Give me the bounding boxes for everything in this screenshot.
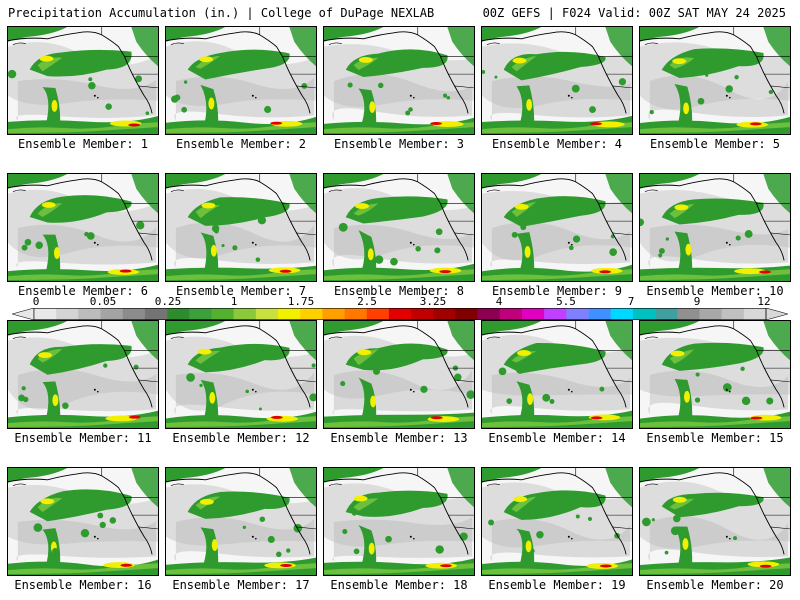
ensemble-member-map	[481, 173, 633, 282]
ensemble-member-label: Ensemble Member: 20	[646, 578, 784, 592]
ensemble-member-label: Ensemble Member: 12	[172, 431, 310, 445]
ensemble-member-map	[481, 26, 633, 135]
ensemble-member-label: Ensemble Member: 15	[646, 431, 784, 445]
ensemble-member-map	[323, 320, 475, 429]
ensemble-member-label: Ensemble Member: 17	[172, 578, 310, 592]
model-run-info: 00Z GEFS | F024 Valid: 00Z SAT MAY 24 20…	[482, 6, 786, 20]
colorbar-swatch	[455, 308, 478, 320]
colorbar-swatch	[699, 308, 722, 320]
colorbar-swatch	[388, 308, 412, 320]
colorbar-swatch	[721, 308, 745, 320]
colorbar-tick-label: 4	[495, 295, 503, 308]
ensemble-member-label: Ensemble Member: 6	[17, 284, 149, 298]
colorbar-swatch	[544, 308, 567, 320]
colorbar-swatch	[433, 308, 456, 320]
ensemble-member-label: Ensemble Member: 16	[14, 578, 152, 592]
ensemble-member-map	[481, 467, 633, 576]
colorbar-tick-label: 0.05	[89, 295, 117, 308]
map-title: Precipitation Accumulation (in.) | Colle…	[8, 6, 435, 20]
colorbar-tick-label: 1	[230, 295, 238, 308]
colorbar-swatch	[78, 308, 101, 320]
colorbar-swatch	[255, 308, 279, 320]
colorbar-swatch	[144, 308, 168, 320]
colorbar-tick-label: 12	[757, 295, 771, 308]
ensemble-member-label: Ensemble Member: 10	[646, 284, 784, 298]
precipitation-colorbar	[12, 308, 788, 320]
ensemble-member-label: Ensemble Member: 4	[491, 137, 623, 151]
ensemble-member-map	[639, 320, 791, 429]
colorbar-swatch	[100, 308, 124, 320]
ensemble-member-map	[7, 467, 159, 576]
colorbar-tick-label: 2.5	[357, 295, 377, 308]
ensemble-member-label: Ensemble Member: 14	[488, 431, 626, 445]
ensemble-member-map	[639, 467, 791, 576]
colorbar-tick-label: 3.25	[419, 295, 447, 308]
colorbar-swatch	[499, 308, 523, 320]
ensemble-member-label: Ensemble Member: 3	[333, 137, 465, 151]
colorbar-outline	[33, 308, 767, 320]
colorbar-tick-label: 7	[627, 295, 635, 308]
colorbar-swatch	[632, 308, 656, 320]
ensemble-member-label: Ensemble Member: 19	[488, 578, 626, 592]
colorbar-swatch	[566, 308, 589, 320]
colorbar-swatch	[300, 308, 323, 320]
ensemble-member-map	[323, 26, 475, 135]
ensemble-member-label: Ensemble Member: 1	[17, 137, 149, 151]
colorbar-swatch	[610, 308, 634, 320]
colorbar-swatch	[522, 308, 545, 320]
colorbar-swatch	[122, 308, 146, 320]
ensemble-member-label: Ensemble Member: 7	[175, 284, 307, 298]
colorbar-swatch	[743, 308, 767, 320]
colorbar-swatch	[322, 308, 345, 320]
ensemble-member-map	[165, 467, 317, 576]
colorbar-swatch	[366, 308, 390, 320]
ensemble-member-map	[165, 173, 317, 282]
colorbar-swatch	[167, 308, 190, 320]
colorbar-swatch	[344, 308, 368, 320]
ensemble-member-map	[7, 320, 159, 429]
colorbar-swatch	[233, 308, 257, 320]
ensemble-member-map	[639, 26, 791, 135]
colorbar-swatch	[278, 308, 301, 320]
colorbar-max-arrow	[765, 308, 788, 320]
colorbar-tick-label: 1.75	[287, 295, 315, 308]
ensemble-member-map	[323, 467, 475, 576]
colorbar-swatch	[588, 308, 612, 320]
colorbar-swatch	[211, 308, 234, 320]
ensemble-member-label: Ensemble Member: 9	[491, 284, 623, 298]
ensemble-member-map	[7, 26, 159, 135]
ensemble-member-map	[323, 173, 475, 282]
ensemble-member-map	[7, 173, 159, 282]
ensemble-member-map	[639, 173, 791, 282]
colorbar-swatch	[477, 308, 501, 320]
ensemble-member-label: Ensemble Member: 2	[175, 137, 307, 151]
colorbar-tick-label: 9	[693, 295, 701, 308]
colorbar-swatch	[56, 308, 79, 320]
colorbar-swatch	[34, 308, 57, 320]
ensemble-member-label: Ensemble Member: 5	[649, 137, 781, 151]
colorbar-min-arrow	[12, 308, 35, 320]
ensemble-member-label: Ensemble Member: 13	[330, 431, 468, 445]
colorbar-swatch	[189, 308, 212, 320]
ensemble-member-map	[165, 320, 317, 429]
ensemble-member-map	[481, 320, 633, 429]
ensemble-member-label: Ensemble Member: 11	[14, 431, 152, 445]
colorbar-swatch	[411, 308, 434, 320]
colorbar-swatch	[677, 308, 700, 320]
colorbar-tick-label: 0.25	[154, 295, 182, 308]
ensemble-member-label: Ensemble Member: 18	[330, 578, 468, 592]
ensemble-member-label: Ensemble Member: 8	[333, 284, 465, 298]
colorbar-tick-label: 0	[32, 295, 40, 308]
colorbar-tick-label: 5.5	[556, 295, 576, 308]
ensemble-member-map	[165, 26, 317, 135]
colorbar-swatch	[655, 308, 678, 320]
